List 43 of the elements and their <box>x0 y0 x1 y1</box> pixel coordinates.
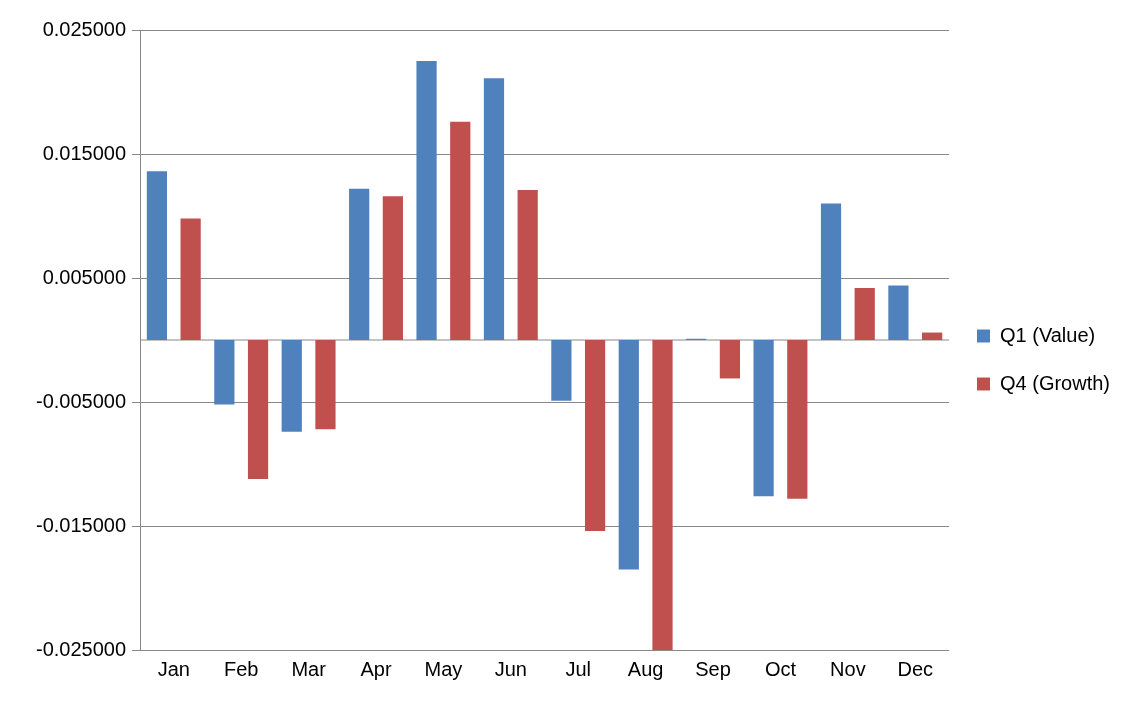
bar <box>787 340 808 499</box>
x-tick-label: Jul <box>565 657 592 680</box>
bar <box>450 121 471 340</box>
y-tick-label: 0.005000 <box>42 265 127 288</box>
bar <box>483 78 505 340</box>
bar <box>584 340 606 531</box>
x-tick-label: Dec <box>897 657 934 680</box>
bar <box>854 287 875 340</box>
bar <box>214 340 235 405</box>
bar <box>820 203 842 340</box>
bar <box>888 285 909 340</box>
bar <box>517 189 538 340</box>
bar <box>652 340 673 650</box>
y-tick-label: 0.025000 <box>42 17 127 40</box>
bar <box>416 61 437 340</box>
x-tick-label: May <box>424 657 463 680</box>
bar <box>753 340 774 497</box>
x-tick-label: Nov <box>830 657 866 680</box>
y-tick-label: -0.005000 <box>36 389 127 412</box>
bar <box>382 196 403 340</box>
x-tick-label: Jan <box>157 657 190 680</box>
legend-label: Q1 (Value) <box>999 323 1096 346</box>
bar <box>315 340 336 430</box>
x-tick-label: Apr <box>360 657 392 680</box>
y-tick-label: -0.025000 <box>36 637 127 660</box>
bar <box>922 332 943 340</box>
y-tick-label: 0.015000 <box>42 141 127 164</box>
bar <box>247 340 269 479</box>
bar <box>618 340 639 570</box>
bar <box>349 188 370 340</box>
x-tick-label: Sep <box>695 657 731 680</box>
x-tick-label: Feb <box>223 657 259 680</box>
bar <box>146 171 168 340</box>
bar <box>551 340 572 401</box>
x-tick-label: Oct <box>764 657 797 680</box>
x-tick-label: Aug <box>627 657 664 680</box>
bar <box>281 340 302 432</box>
y-tick-label: -0.015000 <box>36 513 127 536</box>
bar <box>180 218 201 340</box>
x-tick-label: Jun <box>494 657 527 680</box>
x-tick-label: Mar <box>291 657 327 680</box>
bar <box>719 340 741 379</box>
legend-label: Q4 (Growth) <box>999 371 1111 394</box>
